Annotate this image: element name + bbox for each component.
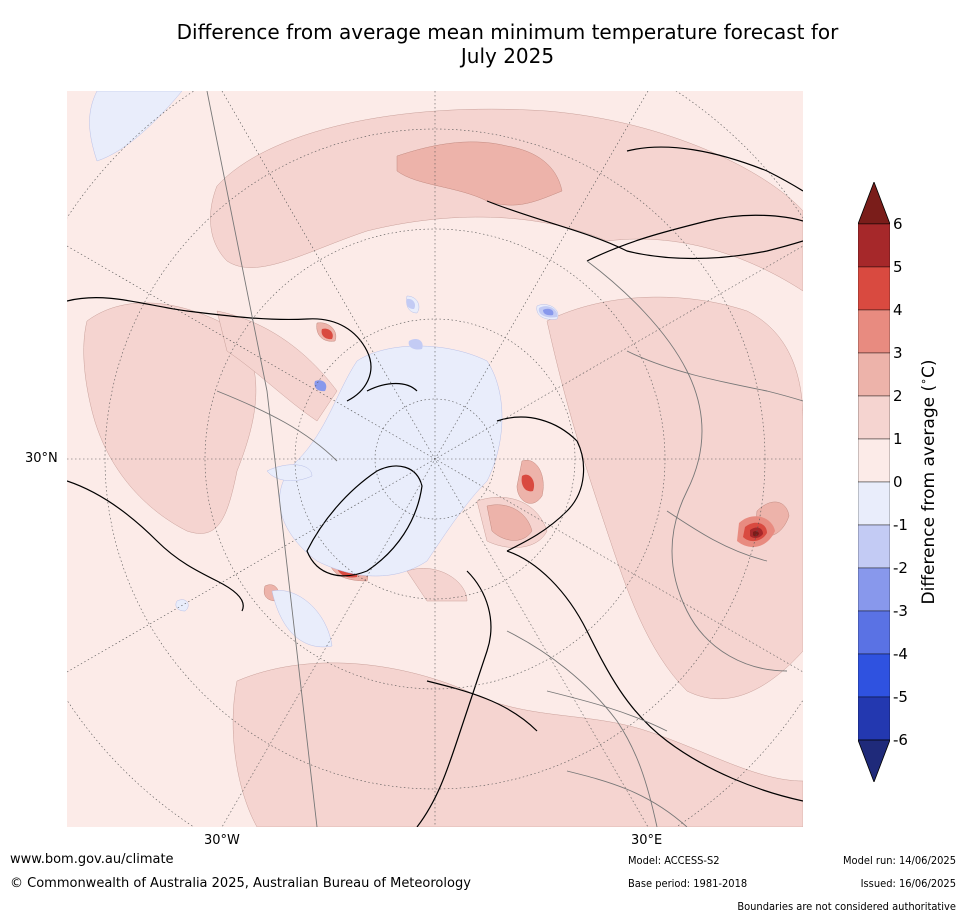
colorbar-tick-label: -5 <box>893 688 908 706</box>
colorbar-segment <box>858 610 890 655</box>
colorbar-segment <box>858 438 890 483</box>
colorbar-tick-label: 1 <box>893 430 903 448</box>
colorbar-tick-label: 6 <box>893 215 903 233</box>
latitude-label-30n: 30°N <box>25 451 58 466</box>
title-line-1: Difference from average mean minimum tem… <box>176 20 839 44</box>
colorbar-segment <box>858 395 890 440</box>
longitude-label-30e: 30°E <box>631 833 663 848</box>
colorbar-segment <box>858 266 890 311</box>
colorbar-label: Difference from average (∘C) <box>917 359 939 605</box>
colorbar-segment <box>858 352 890 397</box>
colorbar-tick-label: 4 <box>893 301 903 319</box>
colorbar-segment <box>858 653 890 698</box>
footer-model: Model: ACCESS-S2 <box>628 854 720 867</box>
anomaly-map <box>67 91 803 827</box>
colorbar-segment <box>858 567 890 612</box>
footer-base-period: Base period: 1981-2018 <box>628 877 748 890</box>
map-canvas <box>67 91 803 827</box>
colorbar-segment <box>858 696 890 741</box>
colorbar-tick-label: -2 <box>893 559 908 577</box>
colorbar-tick-label: -4 <box>893 645 908 663</box>
footer-issued: Issued: 16/06/2025 <box>860 877 956 890</box>
colorbar-tick-label: -6 <box>893 731 908 749</box>
colorbar-segments <box>858 182 890 782</box>
footer-url[interactable]: www.bom.gov.au/climate <box>10 852 174 867</box>
colorbar-segment <box>858 481 890 526</box>
colorbar-tick-label: 0 <box>893 473 903 491</box>
colorbar-tick-label: 3 <box>893 344 903 362</box>
colorbar-tick-label: -3 <box>893 602 908 620</box>
country-boundaries <box>206 91 803 827</box>
colorbar <box>858 182 890 782</box>
colorbar-segment <box>858 309 890 354</box>
coastlines <box>67 146 803 827</box>
colorbar-segment <box>858 524 890 569</box>
map-title: Difference from average mean minimum tem… <box>0 20 965 68</box>
footer-disclaimer: Boundaries are not considered authoritat… <box>737 900 956 913</box>
footer-copyright: © Commonwealth of Australia 2025, Austra… <box>10 876 471 891</box>
colorbar-tick-label: -1 <box>893 516 908 534</box>
colorbar-extend-bottom <box>858 739 890 782</box>
anomaly-minus-1-to-0-regions <box>89 91 559 648</box>
graticule <box>67 91 803 827</box>
longitude-label-30w: 30°W <box>204 833 240 848</box>
footer-model-run: Model run: 14/06/2025 <box>843 854 956 867</box>
colorbar-tick-label: 2 <box>893 387 903 405</box>
colorbar-extend-top <box>858 182 890 225</box>
colorbar-tick-label: 5 <box>893 258 903 276</box>
colorbar-segment <box>858 223 890 268</box>
title-line-2: July 2025 <box>460 44 555 68</box>
